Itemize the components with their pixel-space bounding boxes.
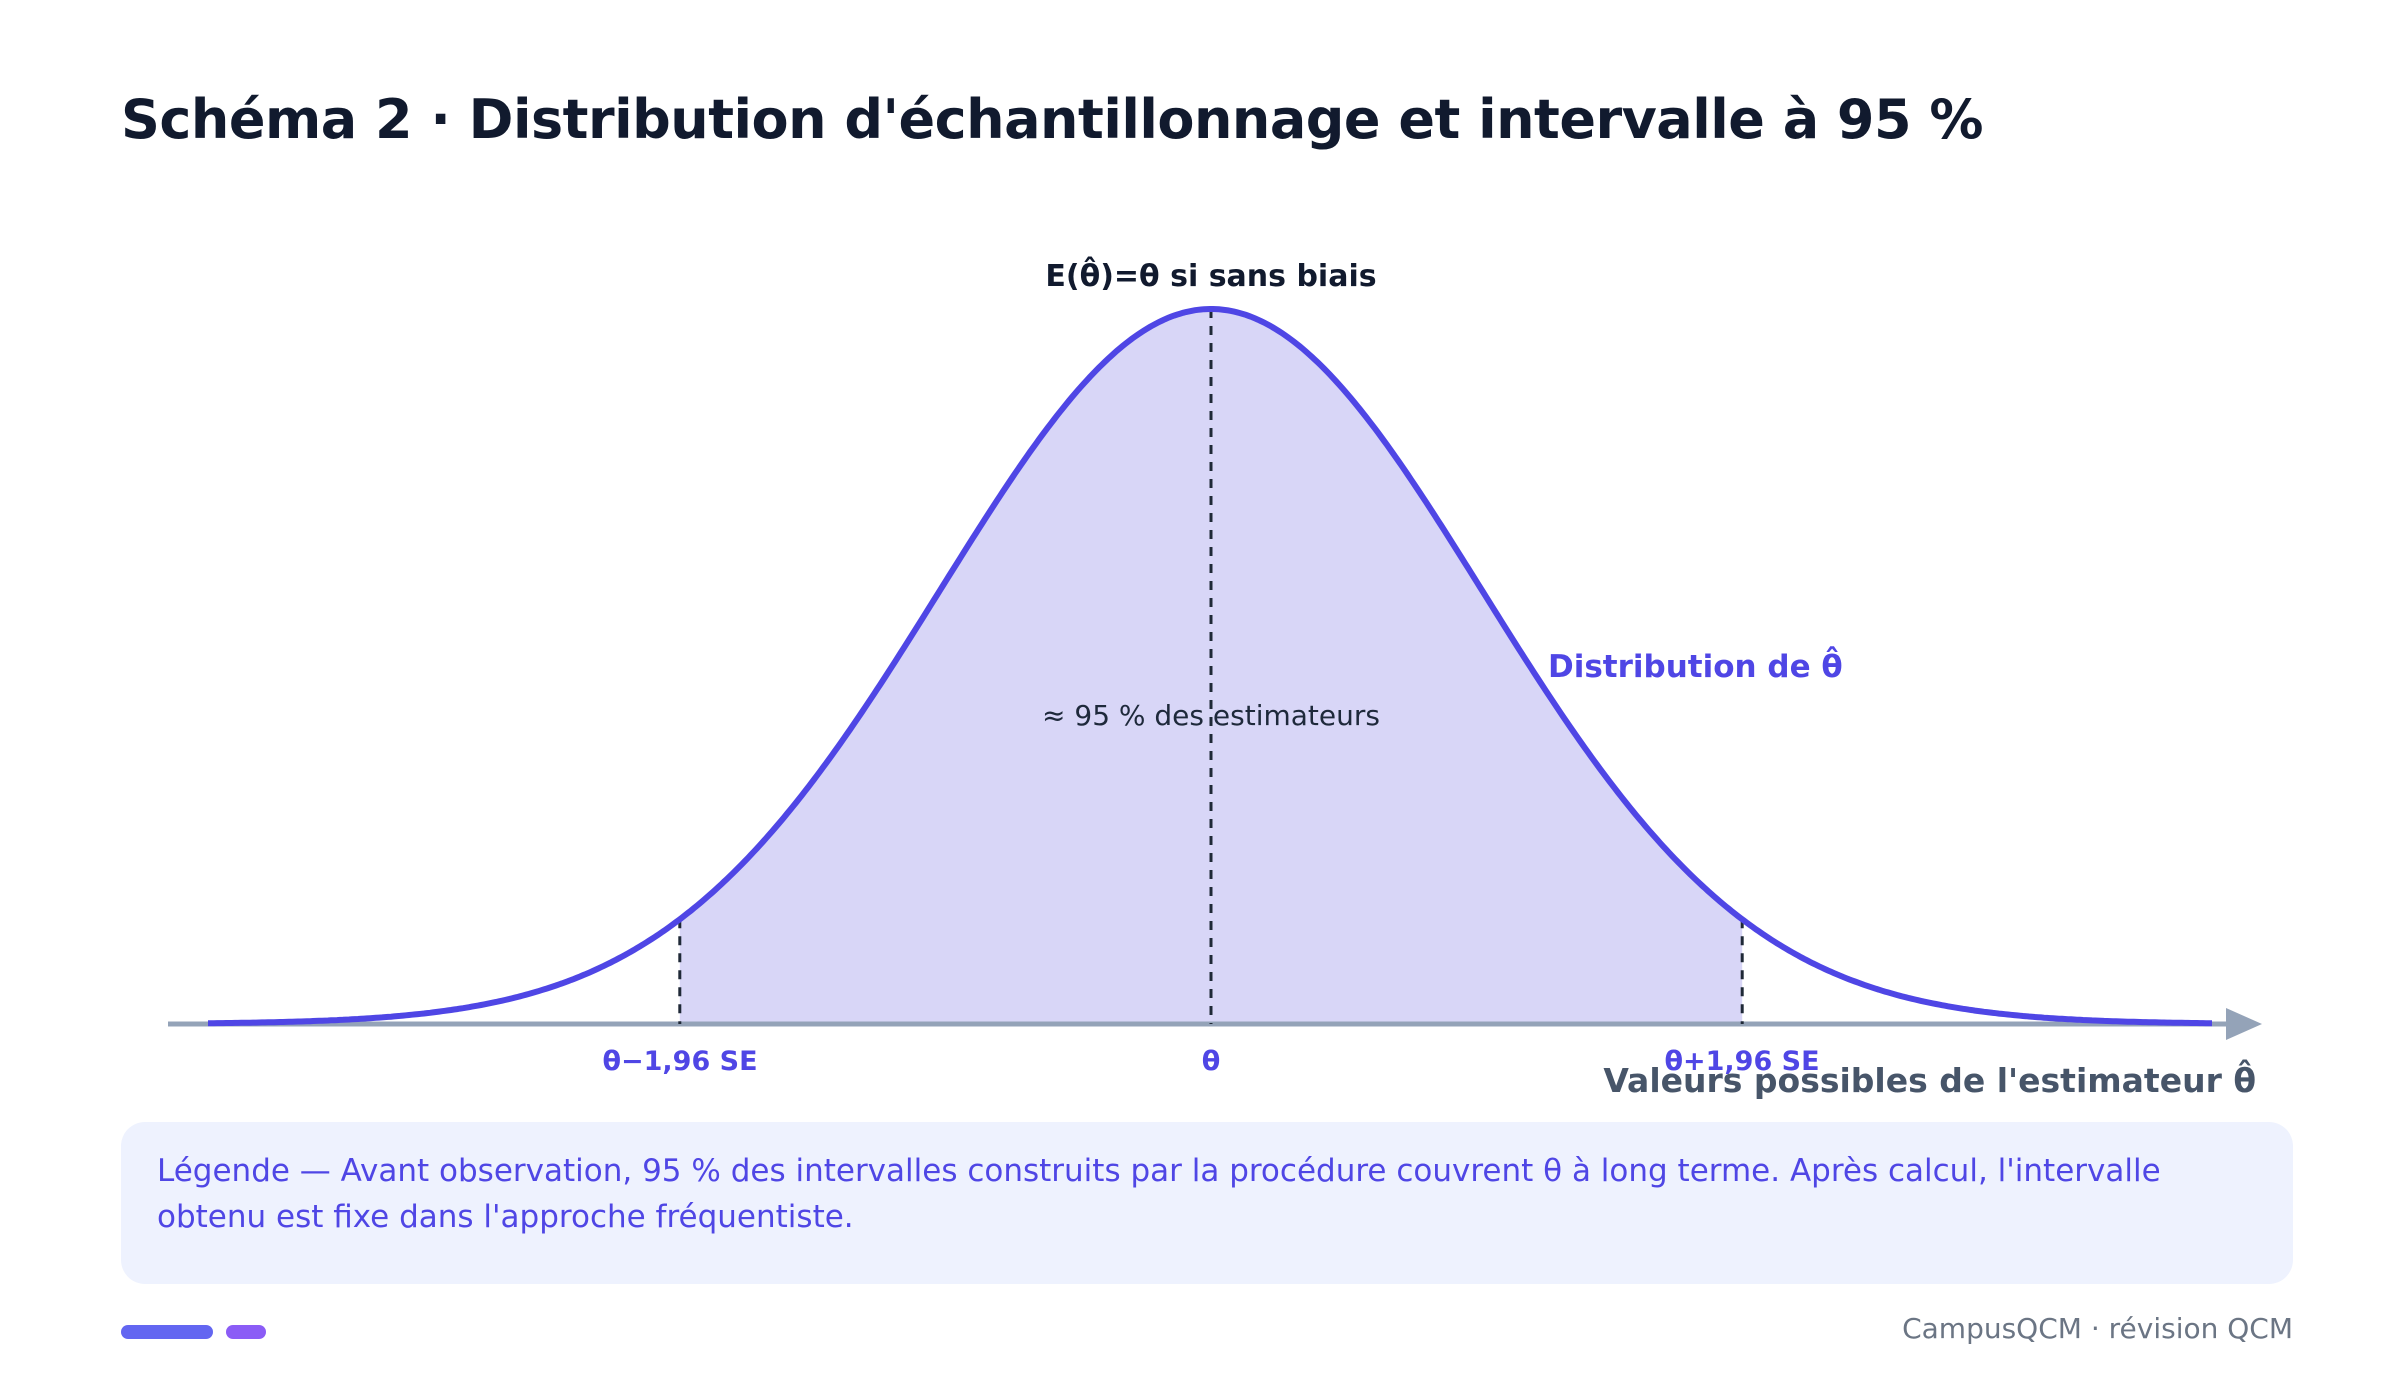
tick-label-center: θ xyxy=(1202,1046,1221,1077)
tick-label-lower: θ−1,96 SE xyxy=(602,1046,757,1077)
page-title: Schéma 2 · Distribution d'échantillonnag… xyxy=(121,88,1983,151)
legend-box: Légende — Avant observation, 95 % des in… xyxy=(121,1122,2293,1284)
area-label: ≈ 95 % des estimateurs xyxy=(1042,699,1380,732)
density-curve xyxy=(208,306,2212,1027)
x-axis-label: Valeurs possibles de l'estimateur θ̂ xyxy=(1603,1059,2256,1100)
curve-label: Distribution de θ̂ xyxy=(1548,646,1843,685)
legend-text: Légende — Avant observation, 95 % des in… xyxy=(157,1153,2161,1235)
tick-label-upper: θ+1,96 SE xyxy=(1664,1046,1819,1077)
progress-pill-secondary xyxy=(226,1325,266,1339)
progress-pill-primary xyxy=(121,1325,213,1339)
peak-label: E(θ̂)=θ si sans biais xyxy=(1045,256,1376,294)
footer-brand: CampusQCM · révision QCM xyxy=(1902,1312,2293,1345)
x-axis-arrow-icon xyxy=(2226,1008,2262,1040)
